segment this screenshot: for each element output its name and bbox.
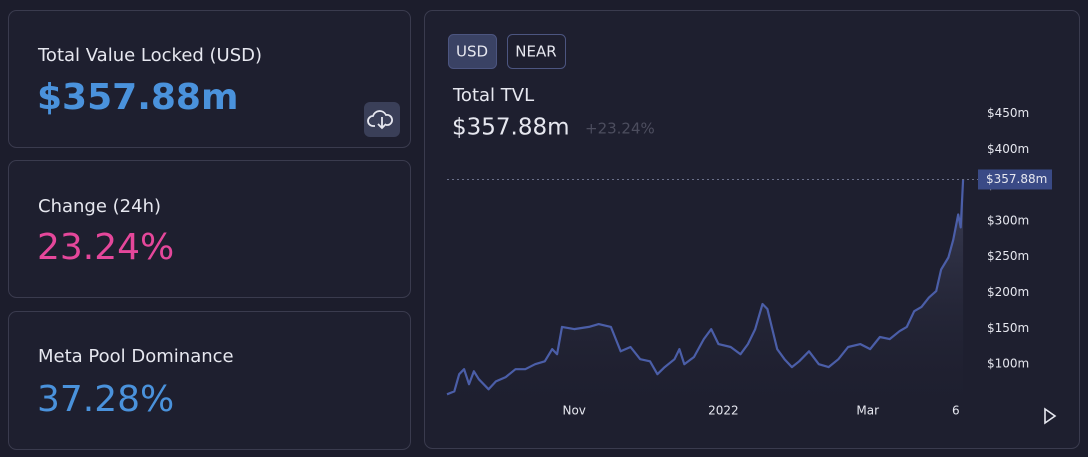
y-tick-label: $250m — [987, 249, 1029, 263]
plot: $100m$150m$200m$250m$300m$350m$400m$450m… — [446, 106, 1052, 418]
y-tick-label: $150m — [987, 321, 1029, 335]
y-tick-label: $300m — [987, 213, 1029, 227]
y-tick-label: $200m — [987, 285, 1029, 299]
card-label: Meta Pool Dominance — [38, 346, 234, 367]
marker-badge — [978, 169, 1052, 190]
card — [8, 10, 411, 148]
y-tick-label: $400m — [987, 142, 1029, 156]
chart-subtitle: $357.88m — [452, 115, 570, 141]
tab-button[interactable] — [507, 34, 566, 69]
play-button[interactable] — [1044, 407, 1057, 425]
y-tick-label: $450m — [987, 106, 1029, 120]
card — [8, 311, 411, 450]
x-tick-label: 2022 — [708, 404, 739, 418]
area — [447, 179, 964, 400]
line — [446, 179, 965, 396]
marker-label: $357.88m — [986, 172, 1047, 186]
card-label: Total Value Locked (USD) — [37, 45, 262, 66]
tab-button[interactable] — [448, 34, 497, 69]
card-label: Change (24h) — [38, 196, 161, 217]
change-label: +23.24% — [585, 120, 655, 138]
x-tick-label: Nov — [562, 404, 585, 418]
card-value: 37.28% — [37, 379, 174, 420]
chart-title: Total TVL — [452, 85, 534, 106]
x-tick-label: Mar — [856, 404, 879, 418]
download-button[interactable] — [364, 102, 400, 137]
tab-label[interactable]: USD — [456, 43, 488, 61]
y-tick-label: $100m — [987, 357, 1029, 371]
card-value: $357.88m — [37, 77, 238, 118]
x-tick-label: 6 — [952, 404, 960, 418]
card — [8, 160, 411, 298]
tab-label[interactable]: NEAR — [515, 43, 556, 61]
card-value: 23.24% — [37, 227, 174, 268]
